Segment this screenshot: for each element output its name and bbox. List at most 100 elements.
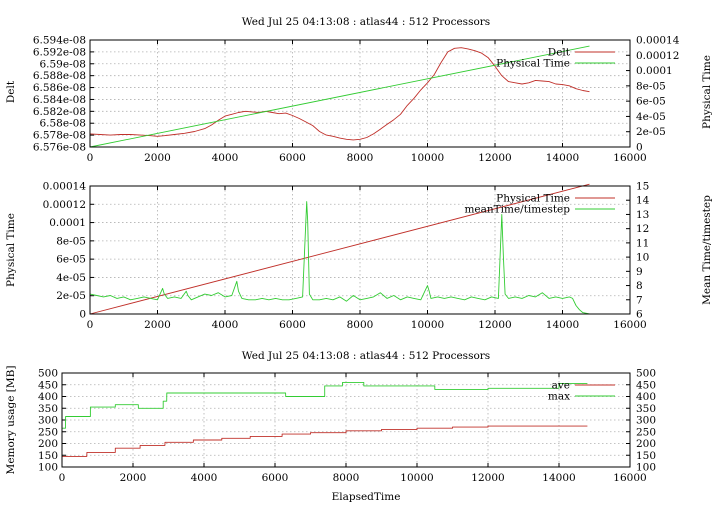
y2-tick-label: 300 [636, 415, 656, 427]
y-tick-label: 6e-05 [56, 254, 86, 266]
y2-tick-label: 8 [636, 280, 643, 292]
y2-tick-label: 6 [636, 309, 643, 321]
memory-y-axis-label: Memory usage [MB] [5, 366, 17, 475]
mean-time-y2-axis-label: Mean Time/timestep [701, 195, 713, 305]
y-tick-label: 6.59e-08 [39, 58, 86, 70]
x-tick-label: 0 [59, 472, 66, 484]
y2-tick-label: 8e-05 [636, 80, 666, 92]
x-tick-label: 8000 [333, 472, 360, 484]
x-tick-label: 14000 [542, 472, 575, 484]
legend-label-max: max [548, 391, 570, 403]
memory-plot-frame [61, 372, 631, 468]
legend-label-physical-time: Physical Time [496, 58, 570, 70]
y2-tick-label: 100 [636, 462, 656, 474]
max-series-line [62, 381, 588, 429]
y-tick-label: 6.594e-08 [33, 35, 86, 47]
x-tick-label: 4000 [191, 472, 218, 484]
x-tick-label: 10000 [411, 319, 444, 331]
y-tick-label: 0 [79, 309, 86, 321]
delt-gridlines [89, 39, 631, 148]
y-tick-label: 500 [38, 368, 58, 380]
y-tick-label: 0.00014 [43, 181, 87, 193]
y-tick-label: 150 [38, 450, 58, 462]
mean-time-panel: Physical Time Mean Time/timestep 0 2000 40… [5, 181, 713, 332]
x-tick-label: 10000 [411, 152, 444, 164]
x-tick-label: 14000 [546, 319, 579, 331]
y2-tick-label: 0 [636, 142, 643, 154]
mean-time-plot-frame [89, 185, 631, 315]
x-tick-label: 16000 [613, 152, 646, 164]
x-tick-label: 8000 [347, 152, 374, 164]
memory-panel: Wed Jul 25 04:13:08 : atlas44 : 512 Proc… [5, 350, 656, 503]
y-tick-label: 6.576e-08 [33, 142, 86, 154]
y-tick-label: 6.588e-08 [33, 70, 86, 82]
y-tick-label: 6.592e-08 [33, 46, 86, 58]
physical-time-series-line [89, 45, 590, 148]
y-tick-label: 6.58e-08 [39, 118, 86, 130]
x-tick-label: 4000 [212, 152, 239, 164]
y2-tick-label: 150 [636, 450, 656, 462]
y-tick-label: 8e-05 [56, 235, 86, 247]
x-tick-label: 16000 [613, 472, 646, 484]
y2-tick-label: 15 [636, 181, 649, 193]
physical-time-y2-axis-label: Physical Time [701, 55, 713, 129]
x-tick-label: 12000 [471, 472, 504, 484]
y-tick-label: 0.00012 [43, 199, 86, 211]
legend-label-meantime-timestep: meanTime/timestep [464, 204, 570, 216]
y-tick-label: 4e-05 [56, 272, 86, 284]
x-tick-label: 6000 [262, 472, 289, 484]
x-tick-label: 2000 [144, 152, 171, 164]
delt-panel-title: Wed Jul 25 04:13:08 : atlas44 : 512 Proc… [242, 16, 490, 28]
y-tick-label: 6.586e-08 [33, 82, 86, 94]
y-tick-label: 6.584e-08 [33, 94, 86, 106]
x-tick-label: 2000 [120, 472, 147, 484]
legend-label-ave: ave [552, 380, 570, 392]
y-tick-label: 200 [38, 438, 58, 450]
y2-tick-label: 4e-05 [636, 111, 666, 123]
y-tick-label: 450 [38, 379, 58, 391]
y2-tick-label: 10 [636, 252, 649, 264]
x-tick-label: 14000 [546, 152, 579, 164]
x-tick-label: 6000 [279, 319, 306, 331]
y2-tick-label: 12 [636, 223, 649, 235]
x-tick-label: 12000 [478, 152, 511, 164]
x-tick-label: 0 [87, 319, 94, 331]
y-tick-label: 6.582e-08 [33, 106, 86, 118]
y2-tick-label: 450 [636, 379, 656, 391]
y2-tick-label: 7 [636, 294, 643, 306]
x-tick-label: 6000 [279, 152, 306, 164]
y2-tick-label: 6e-05 [636, 96, 666, 108]
y-tick-label: 100 [38, 462, 58, 474]
delt-y-axis-label: Delt [5, 80, 17, 103]
ave-series-line [62, 425, 588, 457]
delt-series-line [89, 47, 590, 141]
y2-tick-label: 350 [636, 403, 656, 415]
x-tick-label: 2000 [144, 319, 171, 331]
y2-tick-label: 250 [636, 426, 656, 438]
memory-tick-labels: 0 2000 4000 6000 8000 10000 12000 14000 16000100… [38, 368, 656, 485]
y-tick-label: 400 [38, 391, 58, 403]
delt-series-group [89, 45, 590, 148]
y-tick-label: 0.0001 [49, 217, 86, 229]
y-tick-label: 250 [38, 426, 58, 438]
y2-tick-label: 14 [636, 195, 650, 207]
x-tick-label: 12000 [478, 319, 511, 331]
legend-label-physical-time: Physical Time [496, 193, 570, 205]
x-tick-label: 16000 [613, 319, 646, 331]
y2-tick-label: 13 [636, 209, 649, 221]
y2-tick-label: 0.00012 [636, 50, 679, 62]
legend-label-delt: Delt [548, 47, 571, 59]
y2-tick-label: 200 [636, 438, 656, 450]
y2-tick-label: 0.0001 [636, 65, 673, 77]
y2-tick-label: 400 [636, 391, 656, 403]
delt-panel: Wed Jul 25 04:13:08 : atlas44 : 512 Proc… [5, 16, 713, 164]
y-tick-label: 2e-05 [56, 290, 86, 302]
physical-time-y-axis-label: Physical Time [5, 213, 17, 287]
y2-tick-label: 11 [636, 237, 649, 249]
mean-time-series-group [89, 183, 590, 315]
